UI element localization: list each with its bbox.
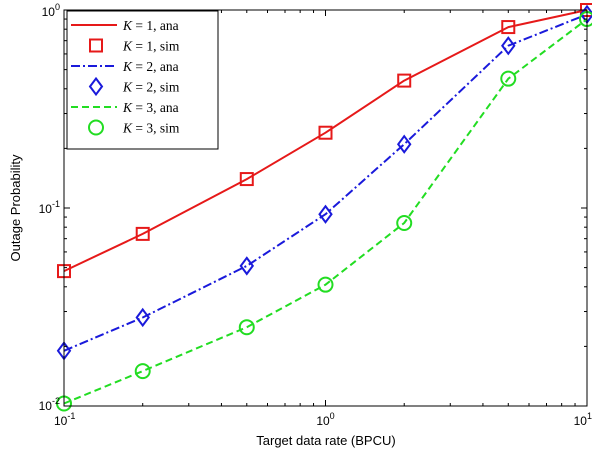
legend-label-4: K = 2, sim xyxy=(122,80,180,95)
legend-entry-4: K = 2, sim xyxy=(88,76,180,97)
legend: K = 1, ana K = 1, sim K = 2, ana K = 2, sim… xyxy=(66,10,219,150)
series-line-3 xyxy=(63,13,588,352)
series-2-point-4 xyxy=(318,125,333,140)
plot-area xyxy=(56,3,592,412)
series-4-point-4 xyxy=(318,204,333,224)
legend-label-3: K = 2, ana xyxy=(122,59,179,74)
y-axis-label: Outage Probability xyxy=(8,154,23,261)
y-tick-label-3: 100 xyxy=(42,2,60,19)
y-tick-label-2: 10-1 xyxy=(39,199,60,216)
legend-entry-6: K = 3, sim xyxy=(88,119,180,136)
series-4-point-2 xyxy=(135,307,150,328)
legend-entry-2: K = 1, sim xyxy=(89,38,180,54)
series-line-1 xyxy=(63,9,588,273)
x-axis-label: Target data rate (BPCU) xyxy=(256,433,395,448)
series-2-point-5 xyxy=(397,73,412,88)
series-2-point-2 xyxy=(135,226,150,241)
y-tick-label-1: 10-2 xyxy=(39,396,60,413)
series-4-point-5 xyxy=(396,134,412,154)
series-2-point-3 xyxy=(239,172,254,187)
legend-box xyxy=(66,10,219,150)
series-6-point-3 xyxy=(238,319,255,336)
series-4-point-6 xyxy=(501,36,516,56)
x-tick-label-1: 10-1 xyxy=(54,411,75,428)
series-6-point-4 xyxy=(317,276,334,293)
x-tick-label-3: 101 xyxy=(574,411,592,428)
legend-marker-4 xyxy=(88,76,104,97)
series-line-5 xyxy=(63,18,588,405)
series-4-point-3 xyxy=(239,256,255,276)
legend-entry-1: K = 1, ana xyxy=(71,18,179,33)
x-tick-label-2: 100 xyxy=(316,411,334,428)
legend-entry-3: K = 2, ana xyxy=(71,59,179,74)
legend-label-6: K = 3, sim xyxy=(122,121,180,136)
series-6-point-2 xyxy=(134,363,151,380)
series-6-point-6 xyxy=(500,70,517,87)
legend-label-5: K = 3, ana xyxy=(122,100,179,115)
legend-label-1: K = 1, ana xyxy=(122,18,179,33)
series-6-point-5 xyxy=(396,214,413,231)
series-2-point-6 xyxy=(501,20,516,35)
legend-label-2: K = 1, sim xyxy=(122,39,180,54)
legend-entry-5: K = 3, ana xyxy=(71,100,179,115)
legend-marker-6 xyxy=(88,119,104,136)
legend-marker-2 xyxy=(89,38,103,53)
